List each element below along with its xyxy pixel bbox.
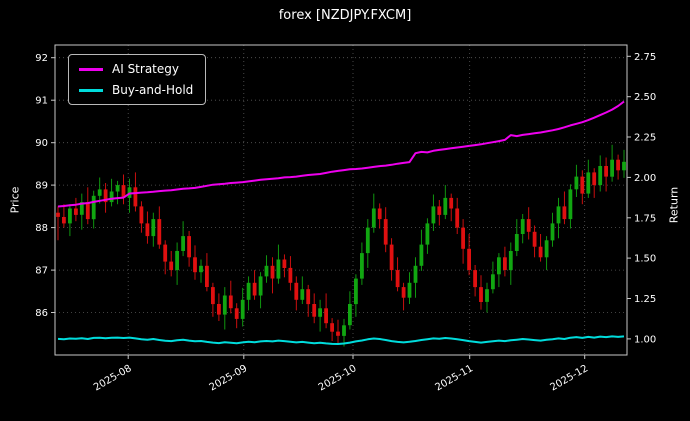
tick-label: 2025-12 [549,363,591,393]
return-axis-label: Return [667,186,681,224]
candlesticks [56,144,626,347]
line-buy-and-hold [57,335,625,345]
tick-label: 1.25 [634,294,656,305]
plot-frame [54,44,628,356]
legend-label: AI Strategy [112,62,179,76]
tick-label: 2.50 [634,92,656,103]
tick-label: 1.00 [634,334,656,345]
tick-label: 2025-11 [434,363,476,393]
grid-lines [55,45,627,355]
tick-label: 2025-10 [317,363,359,393]
tick-label: 1.75 [634,213,656,224]
tick-label: 90 [35,138,48,149]
tick-label: 1.50 [634,254,656,265]
price-axis-label: Price [8,186,22,214]
tick-label: 2025-08 [92,363,134,393]
chart-title: forex [NZDJPY.FXCM] [278,8,412,23]
tick-label: 2.00 [634,173,656,184]
tick-label: 88 [35,223,48,234]
legend-item-ai-strategy: AI Strategy [79,62,193,76]
tick-label: 91 [35,96,48,107]
legend-swatch [79,67,103,71]
tick-label: 2.25 [634,133,656,144]
tick-label: 89 [35,181,48,192]
tick-label: 92 [35,53,48,64]
tick-label: 87 [35,266,48,277]
line-ai-strategy [57,100,625,208]
tick-label: 2025-09 [208,363,250,393]
legend-swatch [79,88,103,92]
legend-label: Buy-and-Hold [112,83,194,97]
tick-label: 86 [35,308,48,319]
legend: AI Strategy Buy-and-Hold [68,54,207,105]
tick-label: 2.75 [634,52,656,63]
legend-item-buy-and-hold: Buy-and-Hold [79,83,193,97]
